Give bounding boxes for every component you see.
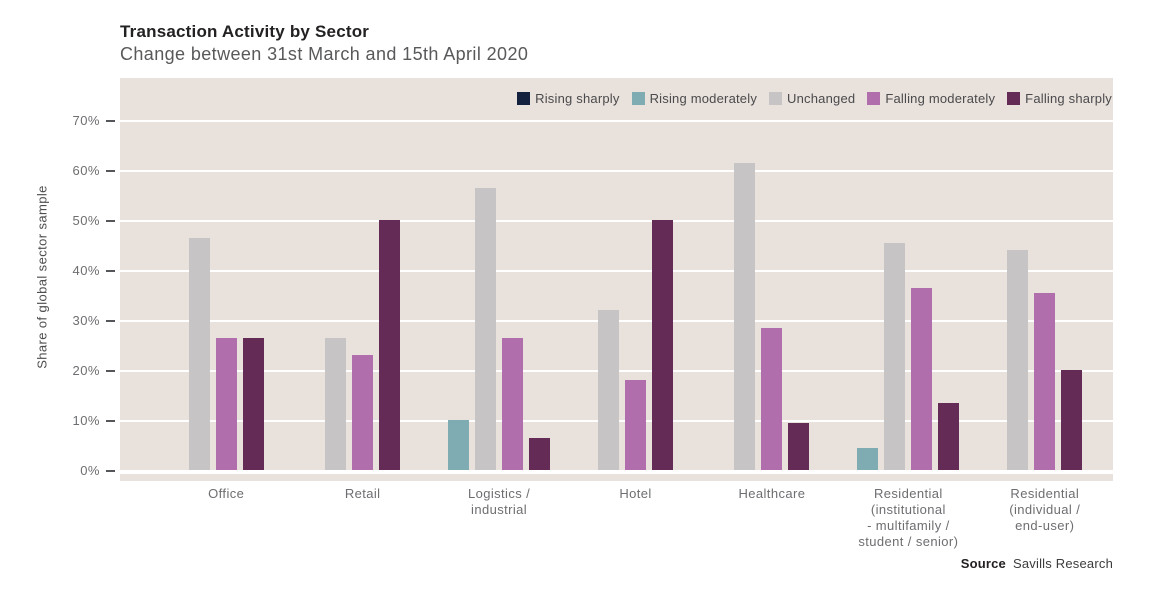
bar-group [704,162,840,470]
bar [761,327,783,470]
legend-label: Falling sharply [1025,91,1112,106]
y-tick-label: 10% [72,413,100,428]
bar [448,420,470,470]
y-tick-mark [106,170,115,172]
bar [938,402,960,470]
gridline [120,120,1113,122]
bar [325,337,347,470]
gridline [120,220,1113,222]
chart-title: Transaction Activity by Sector [120,22,370,41]
legend-swatch-falling-sharply-icon [1007,92,1021,105]
bar-group [158,237,294,470]
source-note: Source Savills Research [961,556,1113,571]
bar-group [840,242,976,470]
y-tick-mark [106,420,115,422]
bar [734,162,756,470]
category-label: Retail [344,486,381,501]
bar-group [977,250,1113,470]
bar [529,437,551,470]
y-tick-mark [106,370,115,372]
bar [1007,250,1029,470]
category-label: Healthcare [738,486,806,501]
bar [788,422,810,470]
source-label: Source [960,556,1006,571]
y-tick-label: 50% [72,213,100,228]
y-tick-label: 20% [72,363,100,378]
y-tick-label: 70% [72,113,100,128]
bar-group [294,220,430,470]
legend-label: Rising moderately [649,91,758,106]
chart: Share of global sector sample Rising sha… [0,78,1160,549]
bar [624,380,646,470]
y-tick-label: 60% [72,163,100,178]
legend-item-unchanged: Unchanged [769,91,855,106]
bar [857,447,879,470]
y-tick-label: 0% [80,463,100,478]
bar [215,337,237,470]
bar [1034,292,1056,470]
y-tick-mark [106,470,115,472]
chart-subtitle: Change between 31st March and 15th April… [120,44,529,64]
y-tick-mark [106,320,115,322]
legend-item-falling-sharply: Falling sharply [1007,91,1112,106]
legend-label: Rising sharply [535,91,620,106]
bar [352,355,374,470]
plot-area: Rising sharply Rising moderately Unchanged… [120,78,1113,481]
legend-item-rising-sharply: Rising sharply [517,91,619,106]
y-tick-mark [106,120,115,122]
bar [651,220,673,470]
legend-swatch-rising-moderately-icon [631,92,645,105]
category-label: Residential (institutional - multifamily /… [858,486,959,549]
y-tick-mark [106,220,115,222]
legend-item-falling-moderately: Falling moderately [867,91,995,106]
y-tick-mark [106,270,115,272]
bar [884,242,906,470]
gridline [120,170,1113,172]
bar [597,310,619,470]
y-tick-label: 40% [72,263,100,278]
bar [911,287,933,470]
bar [188,237,210,470]
legend-swatch-falling-moderately-icon [867,92,881,105]
category-label: Logistics / industrial [467,486,531,517]
bar-group [567,220,703,470]
y-tick-label: 30% [72,313,100,328]
legend-swatch-rising-sharply-icon [517,92,531,105]
legend-item-rising-moderately: Rising moderately [631,91,758,106]
category-label: Residential (individual / end-user) [1009,486,1081,533]
legend-swatch-unchanged-icon [769,92,783,105]
gridline [120,270,1113,272]
category-label: Hotel [619,486,652,501]
bar [379,220,401,470]
bar-group [431,187,567,470]
legend-label: Unchanged [787,91,856,106]
legend: Rising sharply Rising moderately Unchanged… [517,91,1112,106]
bar [502,337,524,470]
category-label: Office [208,486,245,501]
gridline [120,470,1113,474]
bar [242,337,264,470]
bar [475,187,497,470]
legend-label: Falling moderately [885,91,996,106]
bar [1061,370,1083,470]
source-text: Savills Research [1012,556,1113,571]
